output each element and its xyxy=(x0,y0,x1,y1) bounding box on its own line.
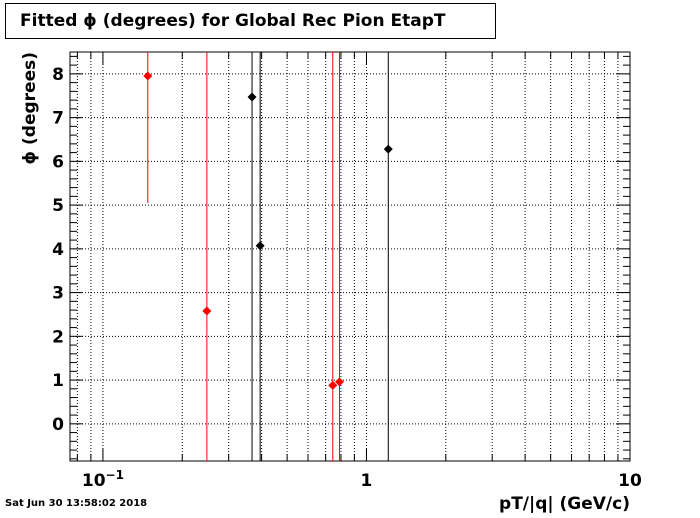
y-tick-label: 3 xyxy=(52,284,64,304)
data-point xyxy=(202,306,212,316)
y-tick-label: 4 xyxy=(52,240,64,260)
y-axis-label: ϕ (degrees) xyxy=(20,52,40,164)
data-point xyxy=(255,241,265,251)
y-tick-label: 7 xyxy=(52,109,64,129)
title-box: Fitted ϕ (degrees) for Global Rec Pion E… xyxy=(5,3,496,39)
y-tick-label: 6 xyxy=(52,152,64,172)
data-point xyxy=(247,92,257,102)
data-point xyxy=(143,71,153,81)
x-axis-label: pT/|q| (GeV/c) xyxy=(499,494,630,514)
x-tick-label: 10 xyxy=(618,471,642,491)
y-tick-label: 8 xyxy=(52,65,64,85)
data-point xyxy=(328,380,338,390)
y-tick-label: 1 xyxy=(52,371,64,391)
data-point xyxy=(334,377,344,387)
chart-title: Fitted ϕ (degrees) for Global Rec Pion E… xyxy=(20,11,446,31)
x-tick-label: 1 xyxy=(361,471,373,491)
x-tick-label: 10−1 xyxy=(82,468,124,491)
y-tick-label: 0 xyxy=(52,415,64,435)
y-tick-label: 2 xyxy=(52,327,64,347)
plot-frame xyxy=(69,51,631,462)
timestamp: Sat Jun 30 13:58:02 2018 xyxy=(5,498,148,509)
y-tick-label: 5 xyxy=(52,196,64,216)
data-point xyxy=(383,144,393,154)
